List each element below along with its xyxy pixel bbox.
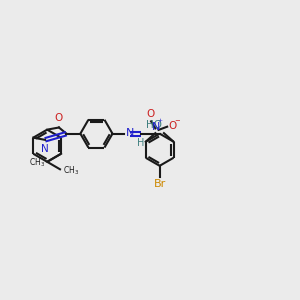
Text: N: N [41,144,49,154]
Text: $^+$: $^+$ [156,118,164,127]
Text: Br: Br [154,179,166,189]
Text: HO: HO [146,120,162,130]
Text: O: O [55,113,63,123]
Text: N: N [126,128,134,138]
Text: $^-$: $^-$ [173,118,182,128]
Text: O: O [168,121,177,130]
Text: N: N [152,122,160,132]
Text: CH$_3$: CH$_3$ [63,165,80,177]
Text: O: O [146,109,154,119]
Text: CH$_3$: CH$_3$ [29,157,45,169]
Text: H: H [137,138,145,148]
